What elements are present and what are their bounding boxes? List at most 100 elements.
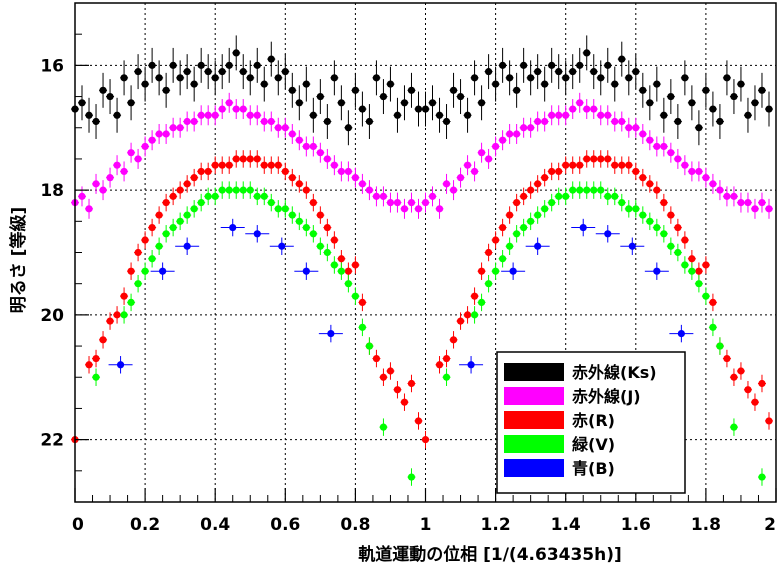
- data-point: [162, 130, 170, 138]
- x-tick-label: 0: [72, 515, 84, 535]
- data-point: [428, 99, 437, 107]
- data-point: [484, 248, 493, 257]
- data-point: [597, 74, 605, 82]
- data-point: [534, 242, 542, 250]
- data-point: [702, 261, 710, 269]
- data-point: [344, 267, 352, 275]
- data-point: [253, 192, 261, 200]
- data-point: [492, 80, 500, 88]
- tick-labels: 0 0.2 0.4 0.6 0.8 1 1.2 1.4 1.6 1.8 2 16 18 20 22: [40, 56, 776, 535]
- data-point: [85, 361, 93, 369]
- data-point: [716, 342, 724, 350]
- data-point: [548, 61, 556, 69]
- data-point: [463, 311, 472, 319]
- data-point: [639, 174, 647, 182]
- data-point: [127, 99, 135, 107]
- data-point: [477, 267, 486, 275]
- data-point: [520, 223, 528, 232]
- data-point: [646, 217, 654, 225]
- data-point: [344, 280, 352, 288]
- data-point: [225, 99, 233, 107]
- data-point: [204, 192, 212, 200]
- data-point: [723, 74, 731, 82]
- x-tick-label: 0.8: [340, 515, 370, 535]
- data-point: [176, 217, 184, 225]
- data-point: [190, 174, 198, 182]
- data-point: [470, 167, 479, 176]
- x-axis-title: 軌道運動の位相 [1/(4.63435h)]: [358, 544, 622, 565]
- data-point: [351, 261, 359, 269]
- data-point: [653, 267, 661, 275]
- data-point: [611, 117, 619, 126]
- data-point: [344, 124, 352, 132]
- data-point: [239, 186, 247, 194]
- data-point: [667, 242, 675, 250]
- x-tick-label: 1.2: [481, 515, 511, 535]
- data-point: [260, 192, 268, 200]
- data-point: [527, 124, 535, 132]
- y-tick-label: 18: [40, 181, 64, 201]
- data-point: [274, 161, 282, 169]
- data-point: [709, 323, 717, 331]
- data-point: [99, 336, 107, 344]
- data-point: [379, 192, 388, 200]
- data-point: [639, 130, 647, 138]
- data-point: [758, 86, 766, 94]
- x-tick-label: 0.6: [270, 515, 300, 535]
- data-point: [625, 74, 633, 82]
- data-point: [555, 68, 563, 76]
- data-point: [548, 167, 556, 176]
- data-point: [281, 167, 289, 176]
- y-tick-label: 16: [40, 56, 64, 76]
- data-point: [751, 99, 759, 107]
- data-point: [85, 205, 93, 213]
- data-point: [765, 417, 773, 425]
- data-point: [660, 230, 668, 238]
- data-point: [534, 211, 542, 219]
- data-point: [541, 174, 549, 182]
- data-point: [435, 111, 444, 119]
- data-point: [456, 317, 465, 325]
- data-point: [646, 136, 654, 144]
- data-point: [562, 192, 570, 200]
- data-point: [632, 124, 640, 132]
- data-point: [435, 205, 444, 213]
- data-point: [211, 111, 219, 119]
- data-point: [288, 174, 296, 182]
- data-point: [211, 74, 219, 82]
- series-4: [92, 181, 766, 486]
- data-point: [730, 92, 738, 101]
- data-point: [470, 74, 479, 82]
- data-point: [499, 255, 507, 263]
- data-point: [229, 223, 237, 232]
- data-point: [628, 242, 636, 250]
- data-point: [484, 280, 493, 288]
- data-point: [274, 205, 282, 213]
- x-tick-label: 0.4: [200, 515, 230, 535]
- x-tick-label: 1: [420, 515, 432, 535]
- data-point: [169, 124, 177, 132]
- data-point: [134, 155, 142, 163]
- data-point: [674, 223, 682, 232]
- data-point: [393, 199, 402, 207]
- data-point: [513, 199, 521, 207]
- data-point: [316, 211, 324, 219]
- data-point: [204, 111, 212, 119]
- data-point: [674, 117, 682, 126]
- data-point: [78, 99, 86, 107]
- data-point: [555, 192, 563, 200]
- data-point: [702, 86, 710, 94]
- data-point: [583, 186, 591, 194]
- data-point: [169, 223, 177, 232]
- legend-swatch: [504, 411, 564, 429]
- data-point: [520, 192, 528, 200]
- data-point: [281, 68, 289, 76]
- data-point: [688, 99, 696, 107]
- data-point: [470, 311, 479, 319]
- data-point: [78, 192, 86, 200]
- data-point: [449, 86, 458, 94]
- data-point: [527, 74, 535, 82]
- y-axis-title: 明るさ [等級]: [8, 207, 29, 313]
- legend-swatch: [504, 459, 564, 477]
- data-point: [695, 124, 703, 132]
